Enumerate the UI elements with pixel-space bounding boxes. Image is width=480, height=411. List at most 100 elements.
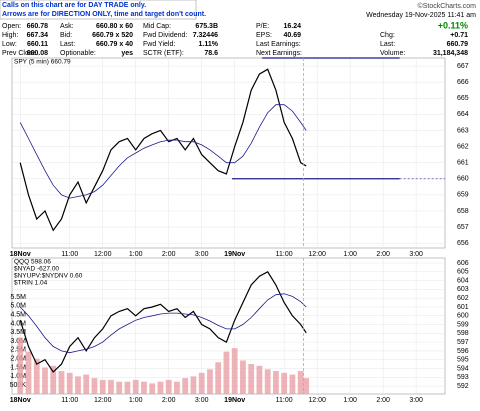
legend-entry: $NYAD -627.00 — [14, 266, 59, 273]
volume-bar — [273, 371, 279, 394]
y-tick-label: 593 — [457, 374, 469, 381]
x-tick-label: 11:00 — [276, 397, 293, 404]
stat-label: Low: — [2, 41, 17, 48]
volume-bar — [124, 381, 131, 394]
volume-bar — [231, 348, 238, 394]
stat-value: 660.08 — [27, 50, 49, 57]
x-tick-label: 18Nov — [10, 397, 31, 404]
stat-label: SCTR (ETF): — [143, 50, 184, 57]
x-tick-label: 3:00 — [195, 251, 209, 258]
volume-bar — [149, 383, 156, 394]
volume-bar — [33, 358, 40, 394]
stat-label: Fwd Dividend: — [143, 32, 187, 39]
legend-entry: $TRIN 1.04 — [14, 280, 48, 287]
credit: ©StockCharts.com — [418, 2, 477, 10]
volume-bar — [165, 379, 172, 394]
x-tick-label: 19Nov — [224, 251, 245, 258]
y-tick-label: 599 — [457, 321, 469, 328]
stat-label: Next Earnings: — [256, 50, 302, 57]
y-tick-label: 657 — [457, 224, 469, 231]
stat-value: 675.3B — [195, 23, 218, 30]
x-tick-label: 12:00 — [94, 397, 112, 404]
x-tick-label: 2:00 — [162, 397, 176, 404]
price-line — [19, 293, 307, 354]
stat-value: 660.79 — [447, 41, 469, 48]
volume-bar — [91, 378, 98, 394]
volume-bar — [223, 351, 230, 394]
price-line — [19, 271, 307, 373]
x-tick-label: 2:00 — [376, 397, 390, 404]
volume-bar — [207, 369, 213, 394]
volume-bar — [289, 374, 296, 394]
y-tick-label: 600 — [457, 313, 469, 320]
stat-value: 660.80 x 60 — [96, 23, 133, 30]
volume-bar — [174, 381, 180, 394]
volume-bar — [141, 381, 147, 394]
x-tick-label: 11:00 — [61, 251, 78, 258]
stat-value: 78.6 — [204, 50, 218, 57]
stat-value: 660.79 x 40 — [96, 41, 133, 48]
stat-value: yes — [121, 50, 133, 57]
stat-label: Last: — [60, 41, 75, 48]
x-tick-label: 2:00 — [162, 251, 176, 258]
stat-value: 660.79 x 520 — [92, 32, 133, 39]
price-line — [19, 104, 307, 199]
volume-bar — [108, 379, 114, 394]
x-tick-label: 12:00 — [94, 251, 112, 258]
y-tick-label: 4.0M — [10, 320, 26, 327]
x-tick-label: 3:00 — [195, 397, 209, 404]
price-line — [19, 68, 307, 232]
y-tick-label: 606 — [457, 260, 469, 267]
stat-value: 660.11 — [27, 41, 48, 48]
volume-bar — [182, 378, 189, 394]
legend-entry: QQQ 598.06 — [14, 259, 51, 266]
y-tick-label: 658 — [457, 208, 469, 215]
x-tick-label: 2:00 — [376, 251, 390, 258]
y-tick-label: 663 — [457, 127, 469, 134]
stat-label: Mid Cap: — [143, 23, 171, 30]
volume-bar — [42, 367, 48, 394]
y-tick-label: 656 — [457, 240, 469, 247]
x-tick-label: 12:00 — [308, 251, 326, 258]
y-tick-label: 665 — [457, 95, 469, 102]
y-tick-label: 598 — [457, 330, 469, 337]
stat-label: EPS: — [256, 32, 272, 39]
change-pct: +0.11% — [438, 20, 468, 30]
stat-value: 7.32446 — [193, 32, 218, 39]
volume-bar — [75, 376, 81, 394]
legend-entry: SPY (5 min) 660.79 — [14, 59, 71, 66]
stat-value: 31,184,348 — [433, 50, 468, 57]
y-tick-label: 662 — [457, 143, 469, 150]
x-tick-label: 3:00 — [409, 397, 423, 404]
stat-label: Ask: — [60, 23, 74, 30]
volume-bar — [281, 372, 288, 394]
legend-entry: $NYUPV:$NYDNV 0.60 — [14, 273, 83, 280]
volume-bar — [132, 379, 139, 394]
volume-bar — [248, 364, 255, 394]
x-tick-label: 1:00 — [129, 397, 143, 404]
y-tick-label: 5.5M — [10, 294, 26, 301]
volume-bar — [50, 365, 57, 394]
x-tick-label: 19Nov — [224, 397, 245, 404]
notice: Arrows are for DIRECTION ONLY, time and … — [2, 11, 206, 18]
stat-label: Last Earnings: — [256, 41, 301, 48]
y-tick-label: 601 — [457, 304, 469, 311]
x-tick-label: 12:00 — [308, 397, 326, 404]
y-tick-label: 594 — [457, 365, 469, 372]
y-tick-label: 595 — [457, 357, 469, 364]
y-tick-label: 5.0M — [10, 303, 26, 310]
volume-bar — [17, 337, 24, 394]
stat-label: Open: — [2, 23, 21, 30]
stat-label: Bid: — [60, 32, 72, 39]
y-tick-label: 603 — [457, 286, 469, 293]
stat-value: +0.71 — [450, 32, 468, 39]
stat-label: Volume: — [380, 50, 405, 57]
y-tick-label: 3.5M — [10, 329, 26, 336]
stat-value: 667.34 — [27, 32, 49, 39]
y-tick-label: 596 — [457, 348, 469, 355]
volume-bar — [297, 371, 304, 394]
volume-bar — [83, 374, 90, 394]
y-tick-label: 602 — [457, 295, 469, 302]
stat-label: Last: — [380, 41, 395, 48]
x-tick-label: 11:00 — [61, 397, 78, 404]
